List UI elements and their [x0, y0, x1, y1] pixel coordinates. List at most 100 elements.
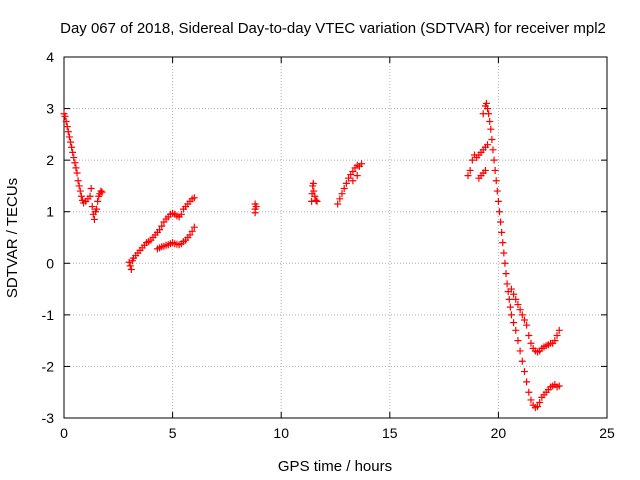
data-point: [514, 301, 522, 309]
data-point: [353, 172, 361, 180]
data-point: [527, 339, 535, 347]
data-point: [127, 265, 135, 273]
data-point: [190, 223, 198, 231]
data-point: [501, 259, 509, 267]
data-point: [491, 166, 499, 174]
data-point: [486, 117, 494, 125]
grid-lines: [64, 57, 607, 418]
data-point: [345, 174, 353, 182]
data-point: [76, 187, 84, 195]
data-point: [190, 194, 198, 202]
data-point: [338, 190, 346, 198]
data-point: [492, 177, 500, 185]
data-point: [340, 185, 348, 193]
data-point: [98, 188, 106, 196]
x-tick-label: 25: [599, 425, 615, 441]
data-point: [536, 399, 544, 407]
data-point: [125, 258, 133, 266]
data-point: [516, 306, 524, 314]
x-tick-label: 10: [273, 425, 289, 441]
data-point: [88, 203, 96, 211]
data-point: [336, 195, 344, 203]
data-point: [468, 156, 476, 164]
data-point: [507, 285, 515, 293]
data-point: [481, 166, 489, 174]
data-point: [466, 166, 474, 174]
data-point: [523, 378, 531, 386]
data-point: [158, 222, 166, 230]
data-point: [516, 347, 524, 355]
y-tick-label: -2: [42, 358, 55, 374]
data-point: [252, 203, 260, 211]
y-tick-label: 0: [46, 255, 54, 271]
data-point: [484, 141, 492, 149]
data-point: [62, 117, 70, 125]
data-point: [493, 187, 501, 195]
data-point: [87, 185, 95, 193]
data-point: [65, 133, 73, 141]
axis-ticks: 0 5 10 15 20 25 -3 -2 -1 0 1 2 3 4: [42, 49, 615, 441]
y-tick-label: 2: [46, 152, 54, 168]
data-point: [551, 337, 559, 345]
data-point: [505, 295, 513, 303]
data-point: [553, 331, 561, 339]
data-point: [68, 143, 76, 151]
x-tick-label: 15: [382, 425, 398, 441]
data-point: [73, 169, 81, 177]
data-point: [527, 396, 535, 404]
y-tick-label: -1: [42, 307, 55, 323]
x-tick-label: 20: [491, 425, 507, 441]
data-point: [90, 215, 98, 223]
data-point: [512, 295, 520, 303]
data-point: [94, 197, 102, 205]
y-tick-label: 1: [46, 204, 54, 220]
data-point: [523, 321, 531, 329]
data-point: [312, 196, 320, 204]
data-point: [67, 138, 75, 146]
data-point: [498, 228, 506, 236]
data-point: [77, 192, 85, 200]
data-point: [156, 226, 164, 234]
data-point: [533, 403, 541, 411]
data-point: [358, 160, 366, 168]
data-point: [251, 209, 259, 217]
plot-frame: [63, 56, 608, 419]
data-point: [186, 231, 194, 239]
y-tick-label: -3: [42, 410, 55, 426]
data-points: [60, 99, 563, 412]
data-point: [334, 200, 342, 208]
data-point: [61, 112, 69, 120]
data-point: [70, 154, 78, 162]
data-point: [311, 192, 319, 200]
data-point: [188, 227, 196, 235]
data-point: [499, 239, 507, 247]
y-tick-label: 4: [46, 49, 54, 65]
x-tick-label: 0: [60, 425, 68, 441]
data-point: [64, 128, 72, 136]
data-point: [489, 146, 497, 154]
y-axis-label: SDTVAR / TECUs: [4, 178, 21, 298]
data-point: [177, 210, 185, 218]
data-point: [490, 156, 498, 164]
data-point: [72, 164, 80, 172]
y-tick-label: 3: [46, 101, 54, 117]
data-point: [525, 388, 533, 396]
data-point: [503, 280, 511, 288]
data-point: [485, 110, 493, 118]
data-point: [313, 197, 321, 205]
data-point: [93, 205, 101, 213]
data-point: [487, 125, 495, 133]
data-point: [510, 319, 518, 327]
data-point: [488, 136, 496, 144]
data-point: [497, 218, 505, 226]
data-point: [555, 382, 563, 390]
data-point: [69, 148, 77, 156]
data-point: [482, 99, 490, 107]
data-point: [507, 311, 515, 319]
data-point: [126, 262, 134, 270]
data-point: [74, 177, 82, 185]
data-point: [506, 303, 514, 311]
data-point: [97, 187, 105, 195]
data-point: [502, 270, 510, 278]
